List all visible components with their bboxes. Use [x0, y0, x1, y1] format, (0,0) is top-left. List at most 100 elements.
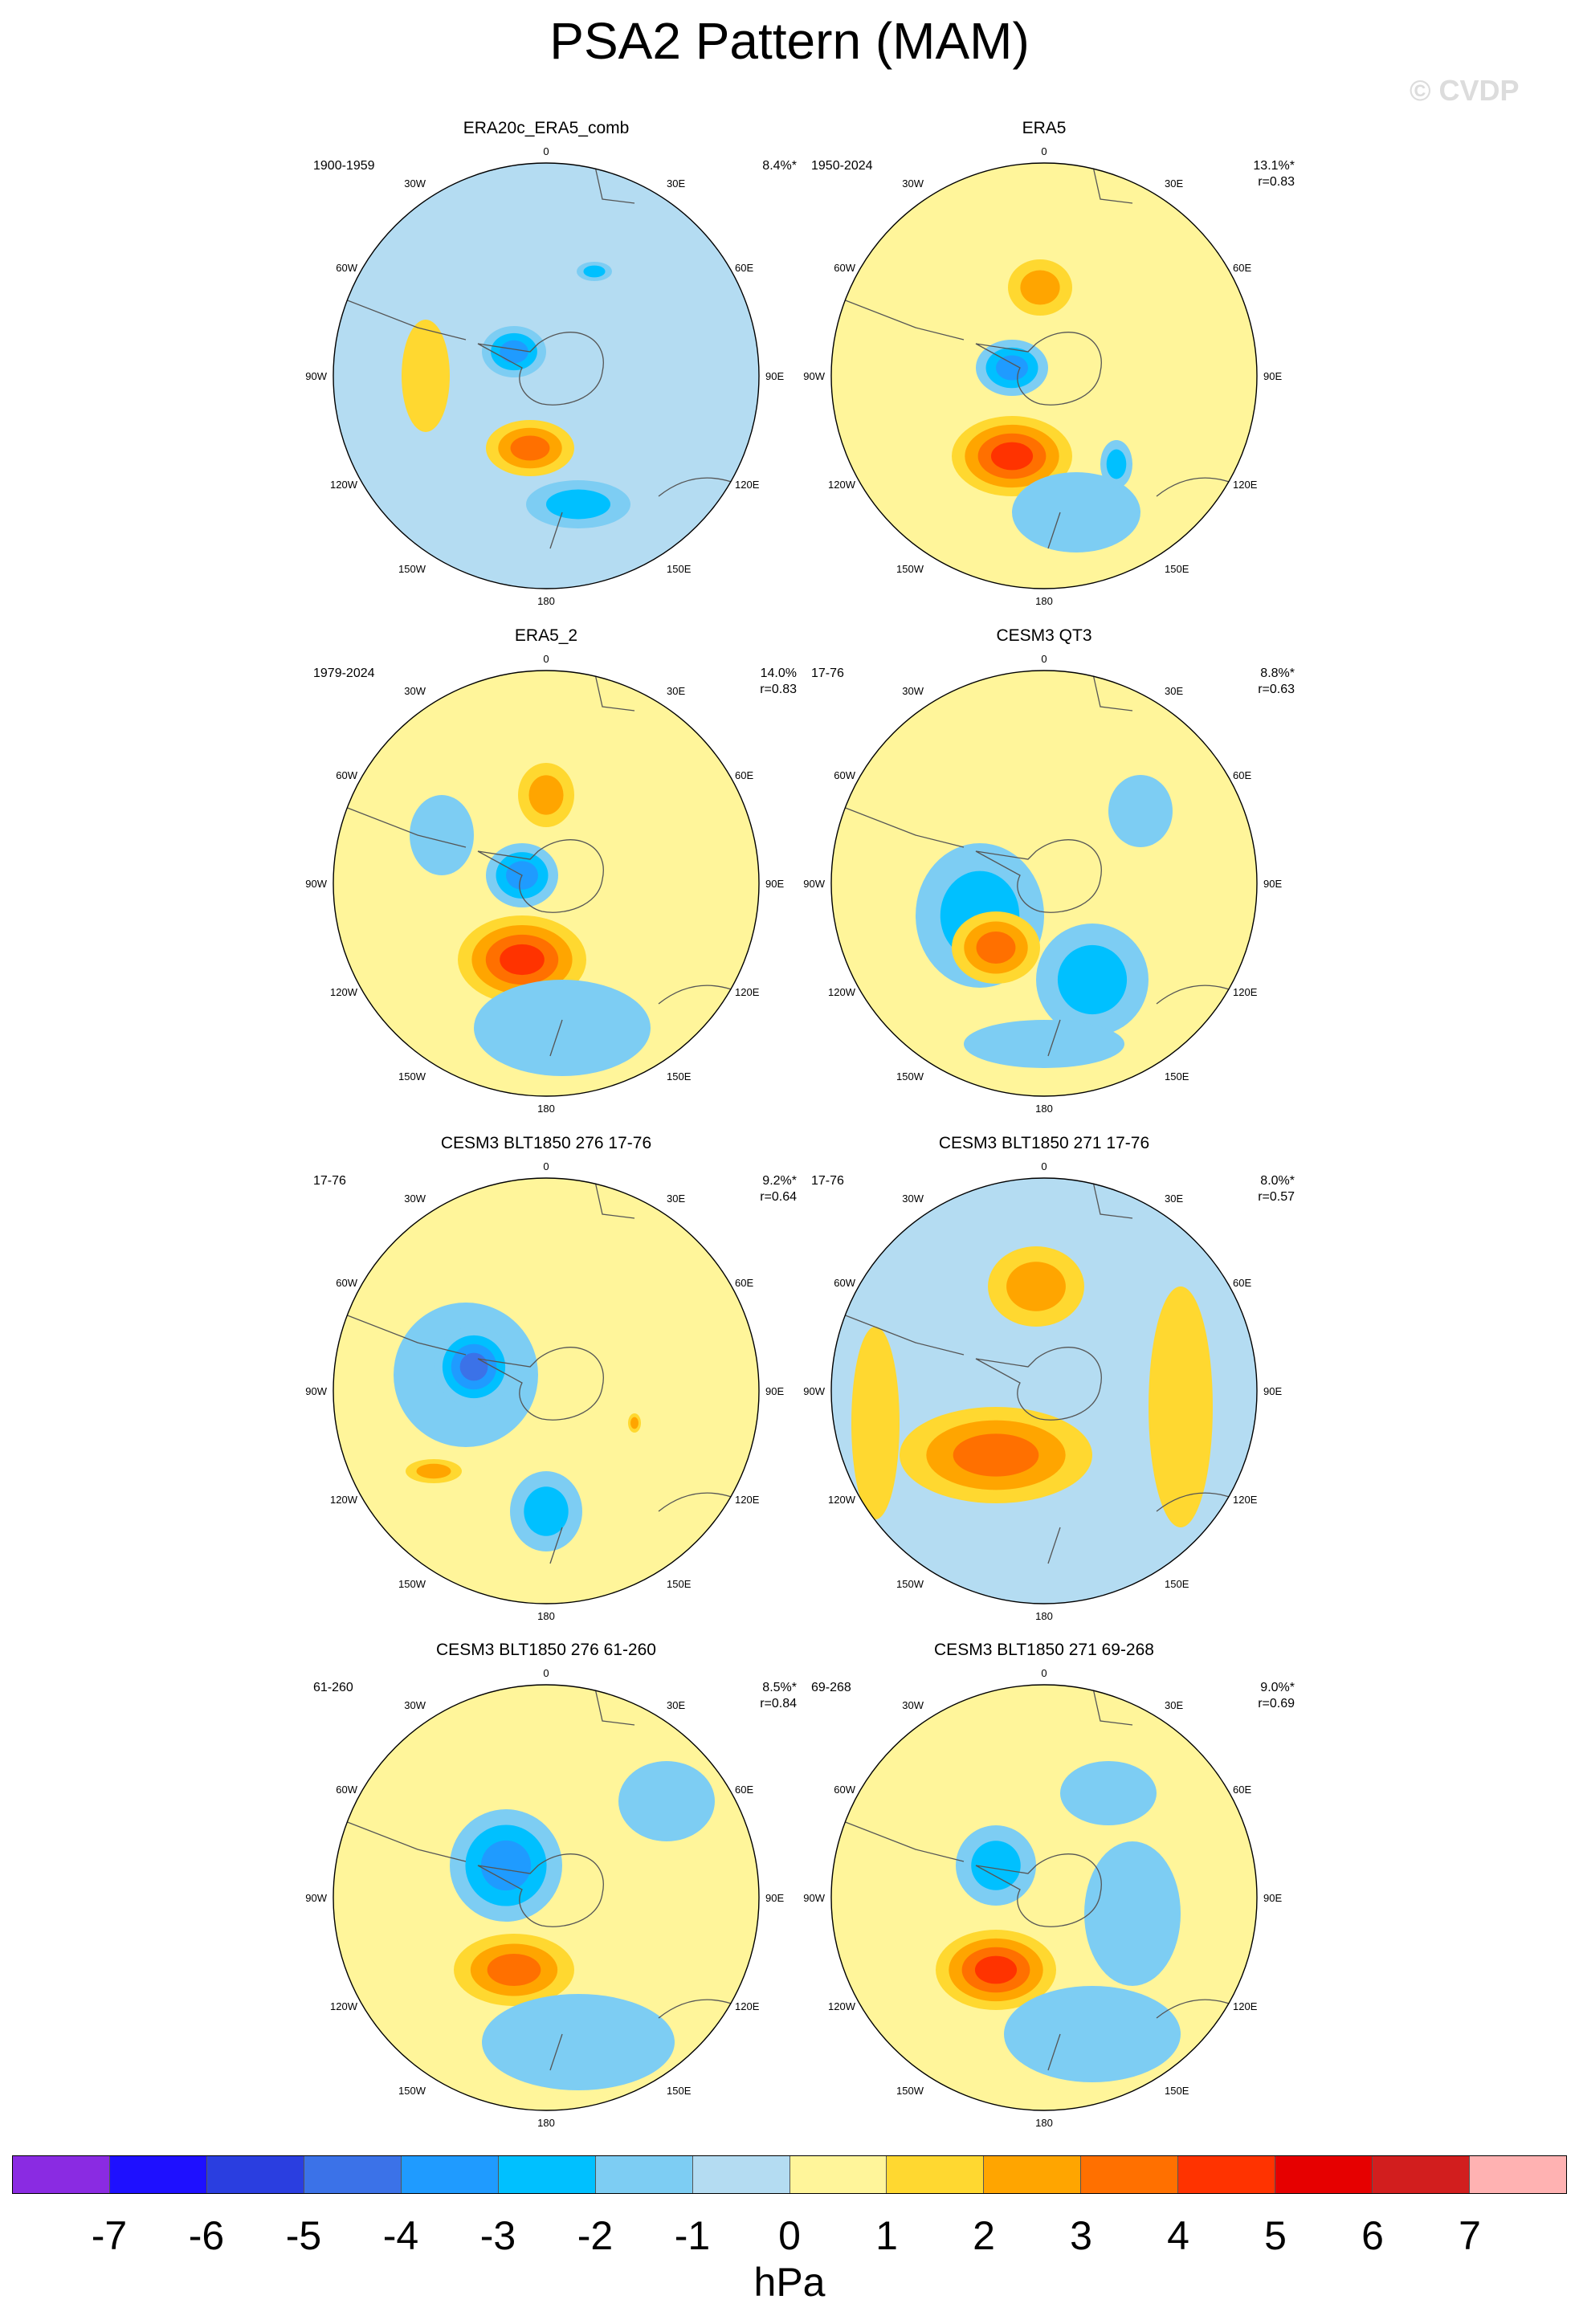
colorbar-tick-label: 7: [1459, 2213, 1481, 2258]
south-america-coastline: [843, 1314, 965, 1356]
antarctica-coastline: [975, 1347, 1102, 1421]
panel-correlation: r=0.84: [760, 1697, 797, 1710]
new-zealand-coastline: [549, 2033, 563, 2071]
longitude-label: 30E: [1165, 177, 1183, 190]
longitude-label: 90W: [803, 878, 825, 890]
colorbar-tick-label: -7: [91, 2213, 128, 2258]
panel-correlation: r=0.57: [1258, 1190, 1295, 1204]
polar-map: 0 180 90W 90E 30W 60W 150W 120W 30E 60E 150E 120E: [305, 1160, 784, 1622]
anomaly-contour: [974, 1955, 1018, 1984]
longitude-label: 120E: [735, 1494, 760, 1506]
longitude-label: 120W: [330, 986, 358, 998]
panel-correlation: r=0.63: [1258, 683, 1295, 696]
panel-correlation: r=0.64: [760, 1190, 797, 1204]
anomaly-contour: [1106, 449, 1127, 479]
colorbar-box: [13, 2156, 110, 2193]
antarctica-coastline: [975, 839, 1102, 913]
anomaly-contour: [1149, 1286, 1213, 1527]
longitude-label: 90W: [305, 370, 327, 382]
panel-years: 17-76: [313, 1174, 346, 1188]
longitude-label: 150E: [667, 563, 692, 575]
map-panel: CESM3 BLT1850 271 17-76 17-76 8.0%* r=0.57 0…: [771, 1134, 1317, 1624]
map-border: [830, 162, 1258, 589]
longitude-label: 120E: [1233, 479, 1258, 491]
africa-coastline: [594, 163, 635, 204]
longitude-label: 120W: [828, 2000, 856, 2012]
panel-variance-pct: 8.8%*: [1260, 667, 1295, 680]
map-border: [333, 1684, 760, 2111]
south-america-coastline: [843, 299, 965, 340]
longitude-label: 90W: [305, 878, 327, 890]
panel-variance-pct: 8.0%*: [1260, 1174, 1295, 1188]
anomaly-contour: [500, 340, 528, 364]
longitude-label: 0: [1041, 1160, 1047, 1172]
colorbar-box: [1178, 2156, 1276, 2193]
panel-title: CESM3 BLT1850 271 17-76: [938, 1134, 1150, 1152]
panel-years: 69-268: [811, 1681, 851, 1694]
anomaly-contour: [996, 355, 1028, 381]
longitude-label: 180: [1035, 595, 1053, 607]
colorbar-box: [109, 2156, 207, 2193]
anomaly-contour: [500, 944, 545, 976]
panel-years: 17-76: [811, 667, 844, 680]
longitude-label: 30E: [1165, 685, 1183, 697]
longitude-label: 90E: [765, 370, 784, 382]
longitude-label: 90E: [1263, 878, 1282, 890]
longitude-label: 180: [1035, 1103, 1053, 1115]
longitude-label: 90W: [803, 1385, 825, 1397]
longitude-label: 60E: [735, 769, 753, 781]
colorbar-tick-label: 1: [875, 2213, 898, 2258]
anomaly-contour: [546, 489, 610, 520]
new-zealand-coastline: [549, 1019, 563, 1057]
polar-map: 0 180 90W 90E 30W 60W 150W 120W 30E 60E 150E 120E: [305, 145, 784, 607]
longitude-label: 120W: [330, 1494, 358, 1506]
longitude-label: 30E: [667, 685, 685, 697]
panel-variance-pct: 9.2%*: [762, 1174, 797, 1188]
anomaly-contour: [416, 1463, 451, 1479]
panel-variance-pct: 13.1%*: [1253, 159, 1295, 173]
anomaly-contour: [480, 1840, 532, 1891]
panel-variance-pct: 8.5%*: [762, 1681, 797, 1694]
longitude-label: 120E: [735, 2000, 760, 2012]
panel-years: 1950-2024: [811, 159, 873, 173]
colorbar-unit: hPa: [753, 2260, 826, 2305]
africa-coastline: [1091, 1685, 1133, 1726]
panel-correlation: r=0.83: [1258, 175, 1295, 189]
africa-coastline: [594, 671, 635, 711]
anomaly-contour: [1004, 1986, 1181, 2082]
map-panel: CESM3 BLT1850 271 69-268 69-268 9.0%* r=0.6…: [771, 1641, 1317, 2130]
anomaly-contour: [487, 1954, 541, 1986]
map-background: [333, 163, 759, 589]
longitude-label: 0: [1041, 145, 1047, 157]
longitude-label: 60W: [336, 262, 357, 274]
longitude-label: 0: [543, 1160, 549, 1172]
colorbar-tick-label: 2: [973, 2213, 995, 2258]
colorbar-tick-label: -5: [285, 2213, 322, 2258]
panel-years: 17-76: [811, 1174, 844, 1188]
longitude-label: 150E: [667, 1070, 692, 1082]
new-zealand-coastline: [1047, 1527, 1061, 1564]
panel-years: 61-260: [313, 1681, 353, 1694]
longitude-label: 60W: [834, 1784, 855, 1796]
colorbar-tick-label: 6: [1361, 2213, 1384, 2258]
anomaly-contour: [410, 795, 474, 875]
longitude-label: 150W: [398, 1070, 426, 1082]
longitude-label: 150E: [1165, 563, 1189, 575]
longitude-label: 150E: [1165, 1070, 1189, 1082]
longitude-label: 60W: [834, 1277, 855, 1289]
anomaly-contour: [1084, 1841, 1181, 1986]
longitude-label: 30E: [667, 177, 685, 190]
longitude-label: 150E: [667, 1578, 692, 1590]
longitude-label: 30E: [667, 1193, 685, 1205]
longitude-label: 90E: [1263, 1385, 1282, 1397]
longitude-label: 60W: [834, 769, 855, 781]
longitude-label: 60E: [1233, 262, 1251, 274]
map-border: [333, 162, 760, 589]
africa-coastline: [1091, 1178, 1133, 1219]
anomaly-contour: [528, 775, 564, 815]
panel-title: ERA5: [1022, 119, 1067, 137]
longitude-label: 120W: [828, 986, 856, 998]
colorbar-box: [887, 2156, 985, 2193]
longitude-label: 90E: [765, 878, 784, 890]
longitude-label: 180: [537, 1610, 555, 1622]
